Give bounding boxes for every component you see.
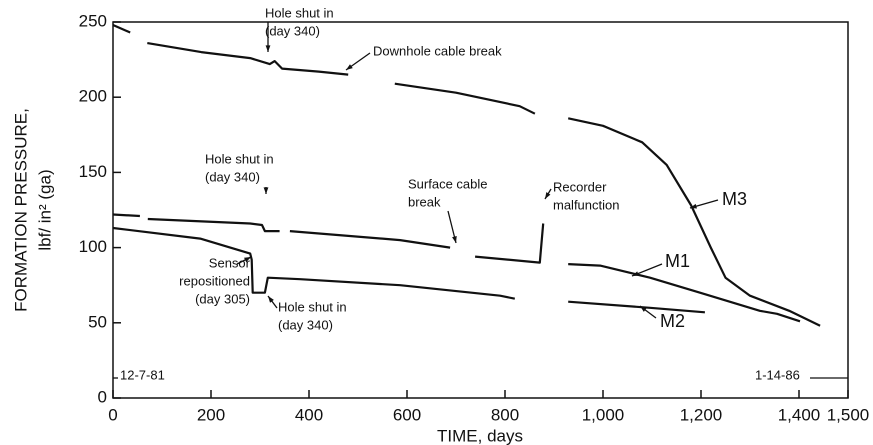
annotation: (day 340)	[205, 169, 260, 184]
y-axis-label: FORMATION PRESSURE, lbf/ in² (ga)	[11, 108, 54, 312]
annotation: break	[408, 194, 441, 209]
annotation: 12-7-81	[120, 367, 165, 382]
annotation: repositioned	[179, 273, 250, 288]
y-axis-label-line: FORMATION PRESSURE,	[11, 108, 30, 312]
annotation: Sensor	[209, 255, 251, 270]
x-tick-label: 600	[393, 405, 421, 424]
arrow-head	[346, 64, 353, 70]
annotation: (day 340)	[278, 317, 333, 332]
arrow-head	[545, 192, 551, 199]
annotation: (day 305)	[195, 291, 250, 306]
x-axis-label: TIME, days	[437, 426, 523, 445]
y-tick-label: 250	[79, 11, 107, 30]
series-label: M3	[722, 189, 747, 209]
x-tick-label: 1,200	[680, 405, 723, 424]
x-tick-label: 1,400	[778, 405, 821, 424]
x-tick-label: 1,500	[827, 405, 870, 424]
series-label: M2	[660, 311, 685, 331]
annotation: (day 340)	[265, 23, 320, 38]
arrow-head	[690, 203, 697, 209]
x-tick-label: 0	[108, 405, 117, 424]
arrow-head	[632, 271, 639, 276]
annotation: Recorder	[553, 179, 607, 194]
x-tick-label: 400	[295, 405, 323, 424]
arrow-head	[265, 45, 271, 52]
annotation: 1-14-86	[755, 367, 800, 382]
y-tick-label: 150	[79, 162, 107, 181]
x-tick-label: 1,000	[582, 405, 625, 424]
y-tick-label: 200	[79, 87, 107, 106]
series-line	[112, 226, 705, 314]
y-tick-label: 50	[88, 312, 107, 331]
annotation: Surface cable	[408, 176, 488, 191]
arrow-head	[268, 296, 274, 303]
x-tick-label: 200	[197, 405, 225, 424]
arrow-head	[640, 306, 647, 312]
series-label: M1	[665, 251, 690, 271]
annotation: Hole shut in	[265, 5, 334, 20]
arrow-head	[452, 236, 457, 243]
annotation: Downhole cable break	[373, 43, 502, 58]
series-line	[112, 23, 821, 327]
annotation: Hole shut in	[205, 151, 274, 166]
arrow-head	[263, 187, 269, 194]
x-tick-label: 800	[491, 405, 519, 424]
annotation: Hole shut in	[278, 299, 347, 314]
y-tick-label: 0	[98, 387, 107, 406]
series-line	[112, 213, 801, 323]
y-tick-label: 100	[79, 237, 107, 256]
y-axis-label-line: lbf/ in² (ga)	[35, 169, 54, 250]
plot-frame	[112, 21, 849, 399]
annotation: malfunction	[553, 197, 619, 212]
arrow-head	[244, 257, 251, 263]
